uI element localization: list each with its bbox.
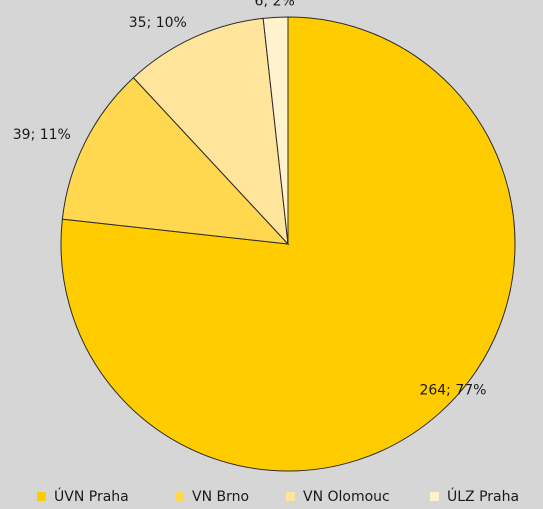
pie-slice xyxy=(60,16,516,472)
pie-slice xyxy=(132,17,289,246)
data-label: 264; 77% xyxy=(419,383,486,399)
legend-label: VN Brno xyxy=(192,489,249,505)
legend-label: ÚVN Praha xyxy=(54,487,129,505)
data-label: 6; 2% xyxy=(255,0,295,9)
data-label: 35; 10% xyxy=(129,15,187,31)
legend-swatch xyxy=(286,492,295,501)
pie-slice xyxy=(262,16,289,245)
legend-swatch xyxy=(37,492,46,501)
legend-swatch xyxy=(175,492,184,501)
legend-swatch xyxy=(430,492,439,501)
data-label: 39; 11% xyxy=(13,127,71,143)
legend-label: VN Olomouc xyxy=(303,489,390,505)
pie-slice xyxy=(61,77,290,245)
legend-label: ÚLZ Praha xyxy=(447,487,519,505)
